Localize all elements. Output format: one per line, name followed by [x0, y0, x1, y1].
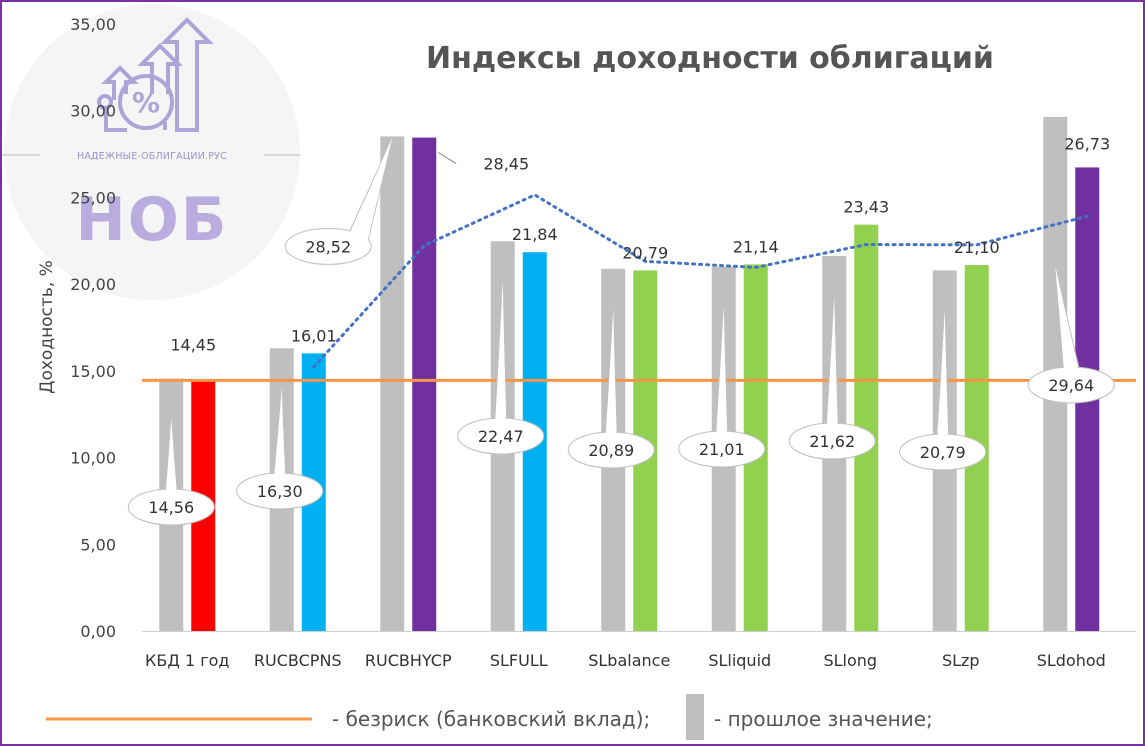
callout-previous: 22,47 [457, 280, 545, 455]
current-value-label: 21,84 [512, 225, 558, 244]
top-labels: 14,45 16,01 28,45 21,84 20,79 21,14 23,43 21,10… [170, 134, 1110, 354]
current-value-label: 21,10 [954, 238, 1000, 257]
bars [159, 116, 1100, 632]
callout-previous: 21,62 [788, 295, 876, 460]
y-tick-label: 10,00 [70, 449, 116, 468]
y-tick-label: 0,00 [80, 622, 116, 641]
current-value-label: 16,01 [291, 326, 337, 345]
callout-previous: 16,30 [236, 387, 324, 510]
watermark-percent: % [132, 86, 160, 119]
callout-previous: 20,79 [899, 309, 987, 471]
category-labels: КБД 1 год RUCBCPNS RUCBHYCP SLFULL SLbalance… [145, 651, 1106, 670]
current-value-label: 21,14 [733, 237, 779, 256]
y-axis-ticks: 0,00 5,00 10,00 15,00 20,00 25,00 30,00 35,00 [70, 15, 116, 641]
previous-value-label: 20,79 [920, 443, 966, 462]
callout-previous: 20,89 [567, 307, 655, 469]
callout-previous: 29,64 [1027, 265, 1115, 404]
category-label: КБД 1 год [145, 651, 229, 670]
category-label: RUCBCPNS [254, 651, 342, 670]
legend-previous-text: - прошлое значение; [714, 707, 933, 731]
current-value-label: 23,43 [843, 198, 889, 217]
y-tick-label: 30,00 [70, 102, 116, 121]
watermark-circle [4, 4, 300, 300]
callout-previous: 21,01 [678, 305, 766, 468]
category-label: SLzp [942, 651, 980, 670]
y-tick-label: 25,00 [70, 188, 116, 207]
current-value-label: 20,79 [622, 243, 668, 262]
current-value-label: 14,45 [170, 335, 216, 354]
bar-current [412, 137, 437, 632]
category-label: SLliquid [708, 651, 771, 670]
previous-value-label: 22,47 [478, 427, 524, 446]
watermark-logo-icon [97, 17, 214, 132]
previous-value-label: 20,89 [588, 441, 634, 460]
watermark-site: НАДЕЖНЫЕ-ОБЛИГАЦИИ.РУС [77, 151, 227, 162]
previous-value-label: 28,52 [305, 237, 351, 256]
callouts: 14,56 16,30 28,52 22,47 20,89 21,01 21,62 20,79… [127, 137, 1115, 526]
current-value-label: 26,73 [1064, 134, 1110, 153]
trend-line [312, 193, 1089, 369]
y-tick-label: 35,00 [70, 15, 116, 34]
y-tick-label: 5,00 [80, 535, 116, 554]
watermark: % НАДЕЖНЫЕ-ОБЛИГАЦИИ.РУС НОБ [2, 4, 300, 300]
legend-risk-free-text: - безриск (банковский вклад); [332, 707, 650, 731]
bar-previous [380, 136, 405, 631]
current-value-label: 28,45 [483, 155, 529, 174]
previous-value-label: 14,56 [148, 498, 194, 517]
previous-value-label: 16,30 [257, 482, 303, 501]
callout-previous: 28,52 [284, 137, 393, 265]
y-axis-label: Доходность, % [37, 260, 57, 394]
category-label: SLdohod [1037, 651, 1106, 670]
y-tick-label: 20,00 [70, 275, 116, 294]
category-label: SLlong [823, 651, 877, 670]
category-label: SLbalance [588, 651, 670, 670]
category-label: RUCBHYCP [365, 651, 452, 670]
category-label: SLFULL [490, 651, 548, 670]
legend-previous-marker [686, 694, 704, 740]
watermark-brand: НОБ [76, 185, 229, 255]
chart-title: Индексы доходности облигаций [426, 41, 994, 76]
previous-value-label: 29,64 [1048, 376, 1094, 395]
previous-value-label: 21,62 [809, 432, 855, 451]
legend: - безриск (банковский вклад); - прошлое … [46, 694, 933, 740]
callout-previous: 14,56 [127, 417, 215, 526]
y-tick-label: 15,00 [70, 362, 116, 381]
previous-value-label: 21,01 [699, 440, 745, 459]
